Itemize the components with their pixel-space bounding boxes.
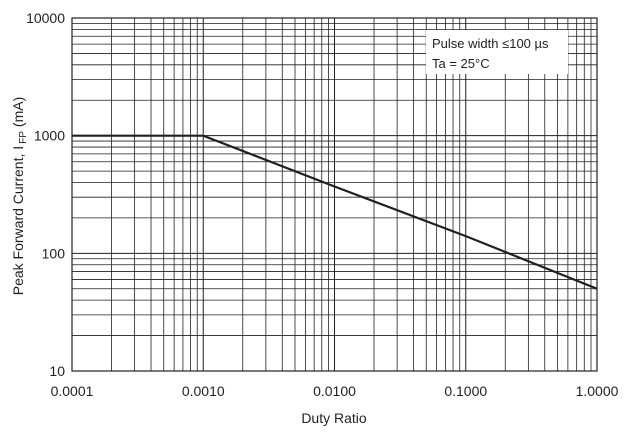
annotation-background bbox=[426, 30, 568, 74]
x-tick-label: 0.0100 bbox=[313, 383, 356, 399]
annotation-box: Pulse width ≤100 µs Ta = 25°C bbox=[426, 30, 568, 74]
y-axis-label-main: Peak Forward Current, I bbox=[10, 146, 26, 295]
tick-labels: 0.0001 0.0010 0.0100 0.1000 1.0000 10 100 1000 1… bbox=[26, 10, 619, 399]
x-tick-label: 0.1000 bbox=[444, 383, 487, 399]
y-axis-label: Peak Forward Current, I FP (mA) bbox=[10, 97, 29, 296]
series-layer bbox=[72, 134, 598, 290]
y-tick-label: 10000 bbox=[26, 10, 65, 26]
y-tick-label: 100 bbox=[42, 245, 66, 261]
x-axis-label: Duty Ratio bbox=[301, 410, 367, 426]
series-line bbox=[72, 134, 598, 290]
y-axis-label-subscript: FP bbox=[18, 131, 29, 144]
grid-lines bbox=[71, 18, 597, 372]
annotation-text: Pulse width ≤100 µs bbox=[432, 36, 549, 51]
plot-frame bbox=[71, 17, 598, 372]
annotation-text: Ta = 25°C bbox=[432, 56, 490, 71]
x-tick-label: 1.0000 bbox=[576, 383, 619, 399]
y-tick-label: 10 bbox=[49, 363, 65, 379]
x-tick-label: 0.0001 bbox=[51, 383, 94, 399]
y-tick-label: 1000 bbox=[34, 128, 65, 144]
plot-border bbox=[71, 17, 598, 372]
y-axis-label-unit: (mA) bbox=[10, 97, 26, 127]
x-tick-label: 0.0010 bbox=[182, 383, 225, 399]
